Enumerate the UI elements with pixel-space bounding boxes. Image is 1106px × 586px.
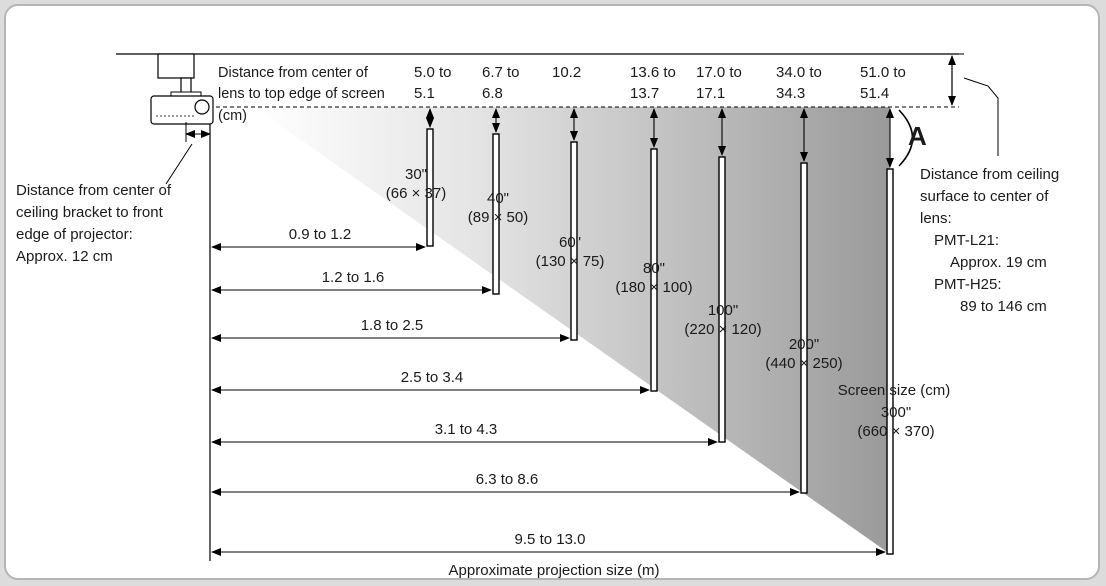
bracket-label-1: Distance from center of [16,182,172,199]
lens-to-screen-label-3: (cm) [218,108,247,124]
offset-value-2-line2: 6.8 [482,85,503,102]
screen-dims-6: (440 × 250) [765,355,843,372]
ceiling-label-7: 89 to 146 cm [960,298,1047,315]
ceiling-label-6: PMT-H25: [934,276,1002,293]
offset-value-4-line1: 13.6 to [630,64,676,81]
screen-2 [492,133,500,295]
offset-value-6-line1: 34.0 to [776,64,822,81]
screen-1 [426,128,434,247]
screen-size-5: 100" [707,302,739,319]
screen-6 [800,162,808,494]
screen-dims-7: (660 × 370) [857,423,935,440]
offset-value-7-line1: 51.0 to [860,64,906,81]
distance-arrows-group [211,243,886,556]
bracket-label-4: Approx. 12 cm [16,248,113,265]
screen-dims-4: (180 × 100) [615,279,693,296]
screen-size-7: 300" [880,404,912,421]
offset-value-5-line2: 17.1 [696,85,726,102]
screen-3 [570,141,578,341]
lens-to-screen-label-2: lens to top edge of screen [218,86,385,102]
offset-value-2-line1: 6.7 to [482,64,520,81]
screen-5 [718,156,726,443]
ceiling-label-1: Distance from ceiling [920,166,1060,183]
offset-value-1-line1: 5.0 to [414,64,452,81]
offset-value-1-line2: 5.1 [414,85,435,102]
offset-value-7-line2: 51.4 [860,85,890,102]
screen-size-2: 40" [486,190,510,207]
screen-dims-3: (130 × 75) [535,253,605,270]
distance-label-5: 3.1 to 4.3 [434,421,498,438]
offset-value-6-line2: 34.3 [776,85,806,102]
lens-to-screen-label-1: Distance from center of [218,65,368,81]
ceiling-callout-bracket [963,77,999,156]
distance-label-4: 2.5 to 3.4 [400,369,464,386]
projector-icon [150,53,214,125]
ceiling-label-5: Approx. 19 cm [950,254,1047,271]
marker-a-arc [898,109,914,167]
ceiling-label-4: PMT-L21: [934,232,1000,249]
ceiling-label-3: lens: [920,210,952,227]
screen-size-caption: Screen size (cm) [837,382,951,399]
screens-group [426,128,894,555]
offset-value-4-line2: 13.7 [630,85,660,102]
offset-arrows-group [426,108,894,168]
bracket-label-2: ceiling bracket to front [16,204,163,221]
bracket-leader [165,143,193,185]
marker-a: A [908,121,927,151]
screen-size-6: 200" [788,336,820,353]
screen-dims-2: (89 × 50) [467,209,529,226]
offset-value-3-line1: 10.2 [552,64,582,81]
distance-label-1: 0.9 to 1.2 [288,226,352,243]
distance-label-2: 1.2 to 1.6 [321,269,385,286]
screen-7 [886,168,894,555]
screen-size-1: 30" [404,166,428,183]
screen-size-4: 80" [642,260,666,277]
distance-label-3: 1.8 to 2.5 [360,317,424,334]
diagram-frame: Distance from center of lens to top edge… [4,4,1100,580]
distance-label-6: 6.3 to 8.6 [475,471,539,488]
screen-4 [650,148,658,392]
bracket-label-3: edge of projector: [16,226,133,243]
bottom-caption: Approximate projection size (m) [448,562,660,579]
screen-dims-5: (220 × 120) [684,321,762,338]
screen-size-3: 60" [558,234,582,251]
offset-value-5-line1: 17.0 to [696,64,742,81]
screen-dims-1: (66 × 37) [385,185,447,202]
distance-label-7: 9.5 to 13.0 [514,531,586,548]
ceiling-label-2: surface to center of [920,188,1049,205]
projection-diagram [116,53,999,561]
